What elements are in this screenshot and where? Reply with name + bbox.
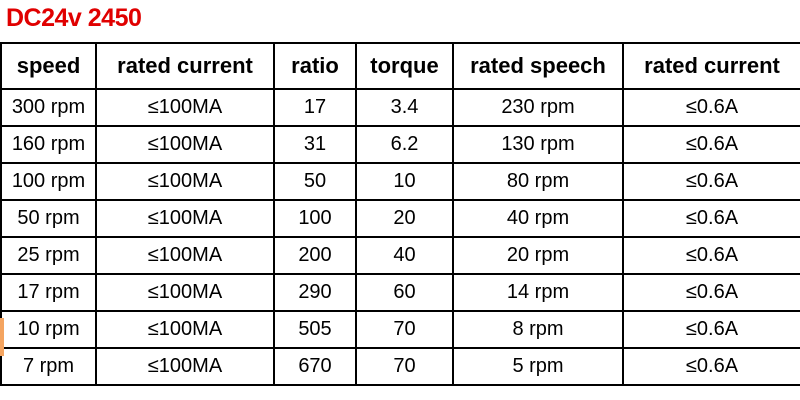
cell: ≤0.6A [622, 88, 800, 127]
cell: 80 rpm [452, 162, 624, 201]
data-row: 17 rpm ≤100MA 290 60 14 rpm ≤0.6A [0, 273, 800, 312]
cell: 3.4 [355, 88, 454, 127]
cell: 160 rpm [0, 125, 97, 164]
cell: 300 rpm [0, 88, 97, 127]
data-row: 7 rpm ≤100MA 670 70 5 rpm ≤0.6A [0, 347, 800, 386]
cell: 100 rpm [0, 162, 97, 201]
cell: ≤100MA [95, 125, 275, 164]
cell: ≤0.6A [622, 236, 800, 275]
cell: 60 [355, 273, 454, 312]
cell: ≤100MA [95, 236, 275, 275]
cell: ≤100MA [95, 347, 275, 386]
cell: 25 rpm [0, 236, 97, 275]
data-row: 300 rpm ≤100MA 17 3.4 230 rpm ≤0.6A [0, 88, 800, 127]
column-header: rated speech [452, 42, 624, 90]
cell: 5 rpm [452, 347, 624, 386]
cell: 130 rpm [452, 125, 624, 164]
cell: 50 rpm [0, 199, 97, 238]
cell: 50 [273, 162, 357, 201]
cell: ≤0.6A [622, 310, 800, 349]
cell: ≤100MA [95, 199, 275, 238]
cell: 505 [273, 310, 357, 349]
cell: 230 rpm [452, 88, 624, 127]
column-header: speed [0, 42, 97, 90]
cell: ≤100MA [95, 162, 275, 201]
cell: ≤100MA [95, 310, 275, 349]
cell: 17 [273, 88, 357, 127]
spec-table: speed rated current ratio torque rated speec… [0, 42, 800, 386]
cell: 6.2 [355, 125, 454, 164]
cell: 20 rpm [452, 236, 624, 275]
data-row: 10 rpm ≤100MA 505 70 8 rpm ≤0.6A [0, 310, 800, 349]
column-header: ratio [273, 42, 357, 90]
data-row: 100 rpm ≤100MA 50 10 80 rpm ≤0.6A [0, 162, 800, 201]
column-header: rated current [95, 42, 275, 90]
cell: 20 [355, 199, 454, 238]
cell: 100 [273, 199, 357, 238]
cell: ≤0.6A [622, 199, 800, 238]
header-row: speed rated current ratio torque rated speec… [0, 42, 800, 90]
cell: 200 [273, 236, 357, 275]
cell: ≤100MA [95, 273, 275, 312]
title: DC24v 2450 [6, 4, 142, 32]
cell: 8 rpm [452, 310, 624, 349]
cell: ≤0.6A [622, 125, 800, 164]
cell: 7 rpm [0, 347, 97, 386]
data-row: 50 rpm ≤100MA 100 20 40 rpm ≤0.6A [0, 199, 800, 238]
cell: 70 [355, 310, 454, 349]
column-header: rated current [622, 42, 800, 90]
row-selection-marker [0, 318, 4, 356]
cell: 70 [355, 347, 454, 386]
cell: ≤0.6A [622, 347, 800, 386]
column-header: torque [355, 42, 454, 90]
cell: 10 [355, 162, 454, 201]
cell: 40 rpm [452, 199, 624, 238]
cell: 40 [355, 236, 454, 275]
cell: 31 [273, 125, 357, 164]
cell: 290 [273, 273, 357, 312]
cell: ≤0.6A [622, 162, 800, 201]
cell: ≤0.6A [622, 273, 800, 312]
cell: 670 [273, 347, 357, 386]
cell: 14 rpm [452, 273, 624, 312]
cell: 17 rpm [0, 273, 97, 312]
data-row: 25 rpm ≤100MA 200 40 20 rpm ≤0.6A [0, 236, 800, 275]
data-row: 160 rpm ≤100MA 31 6.2 130 rpm ≤0.6A [0, 125, 800, 164]
cell: 10 rpm [0, 310, 97, 349]
cell: ≤100MA [95, 88, 275, 127]
